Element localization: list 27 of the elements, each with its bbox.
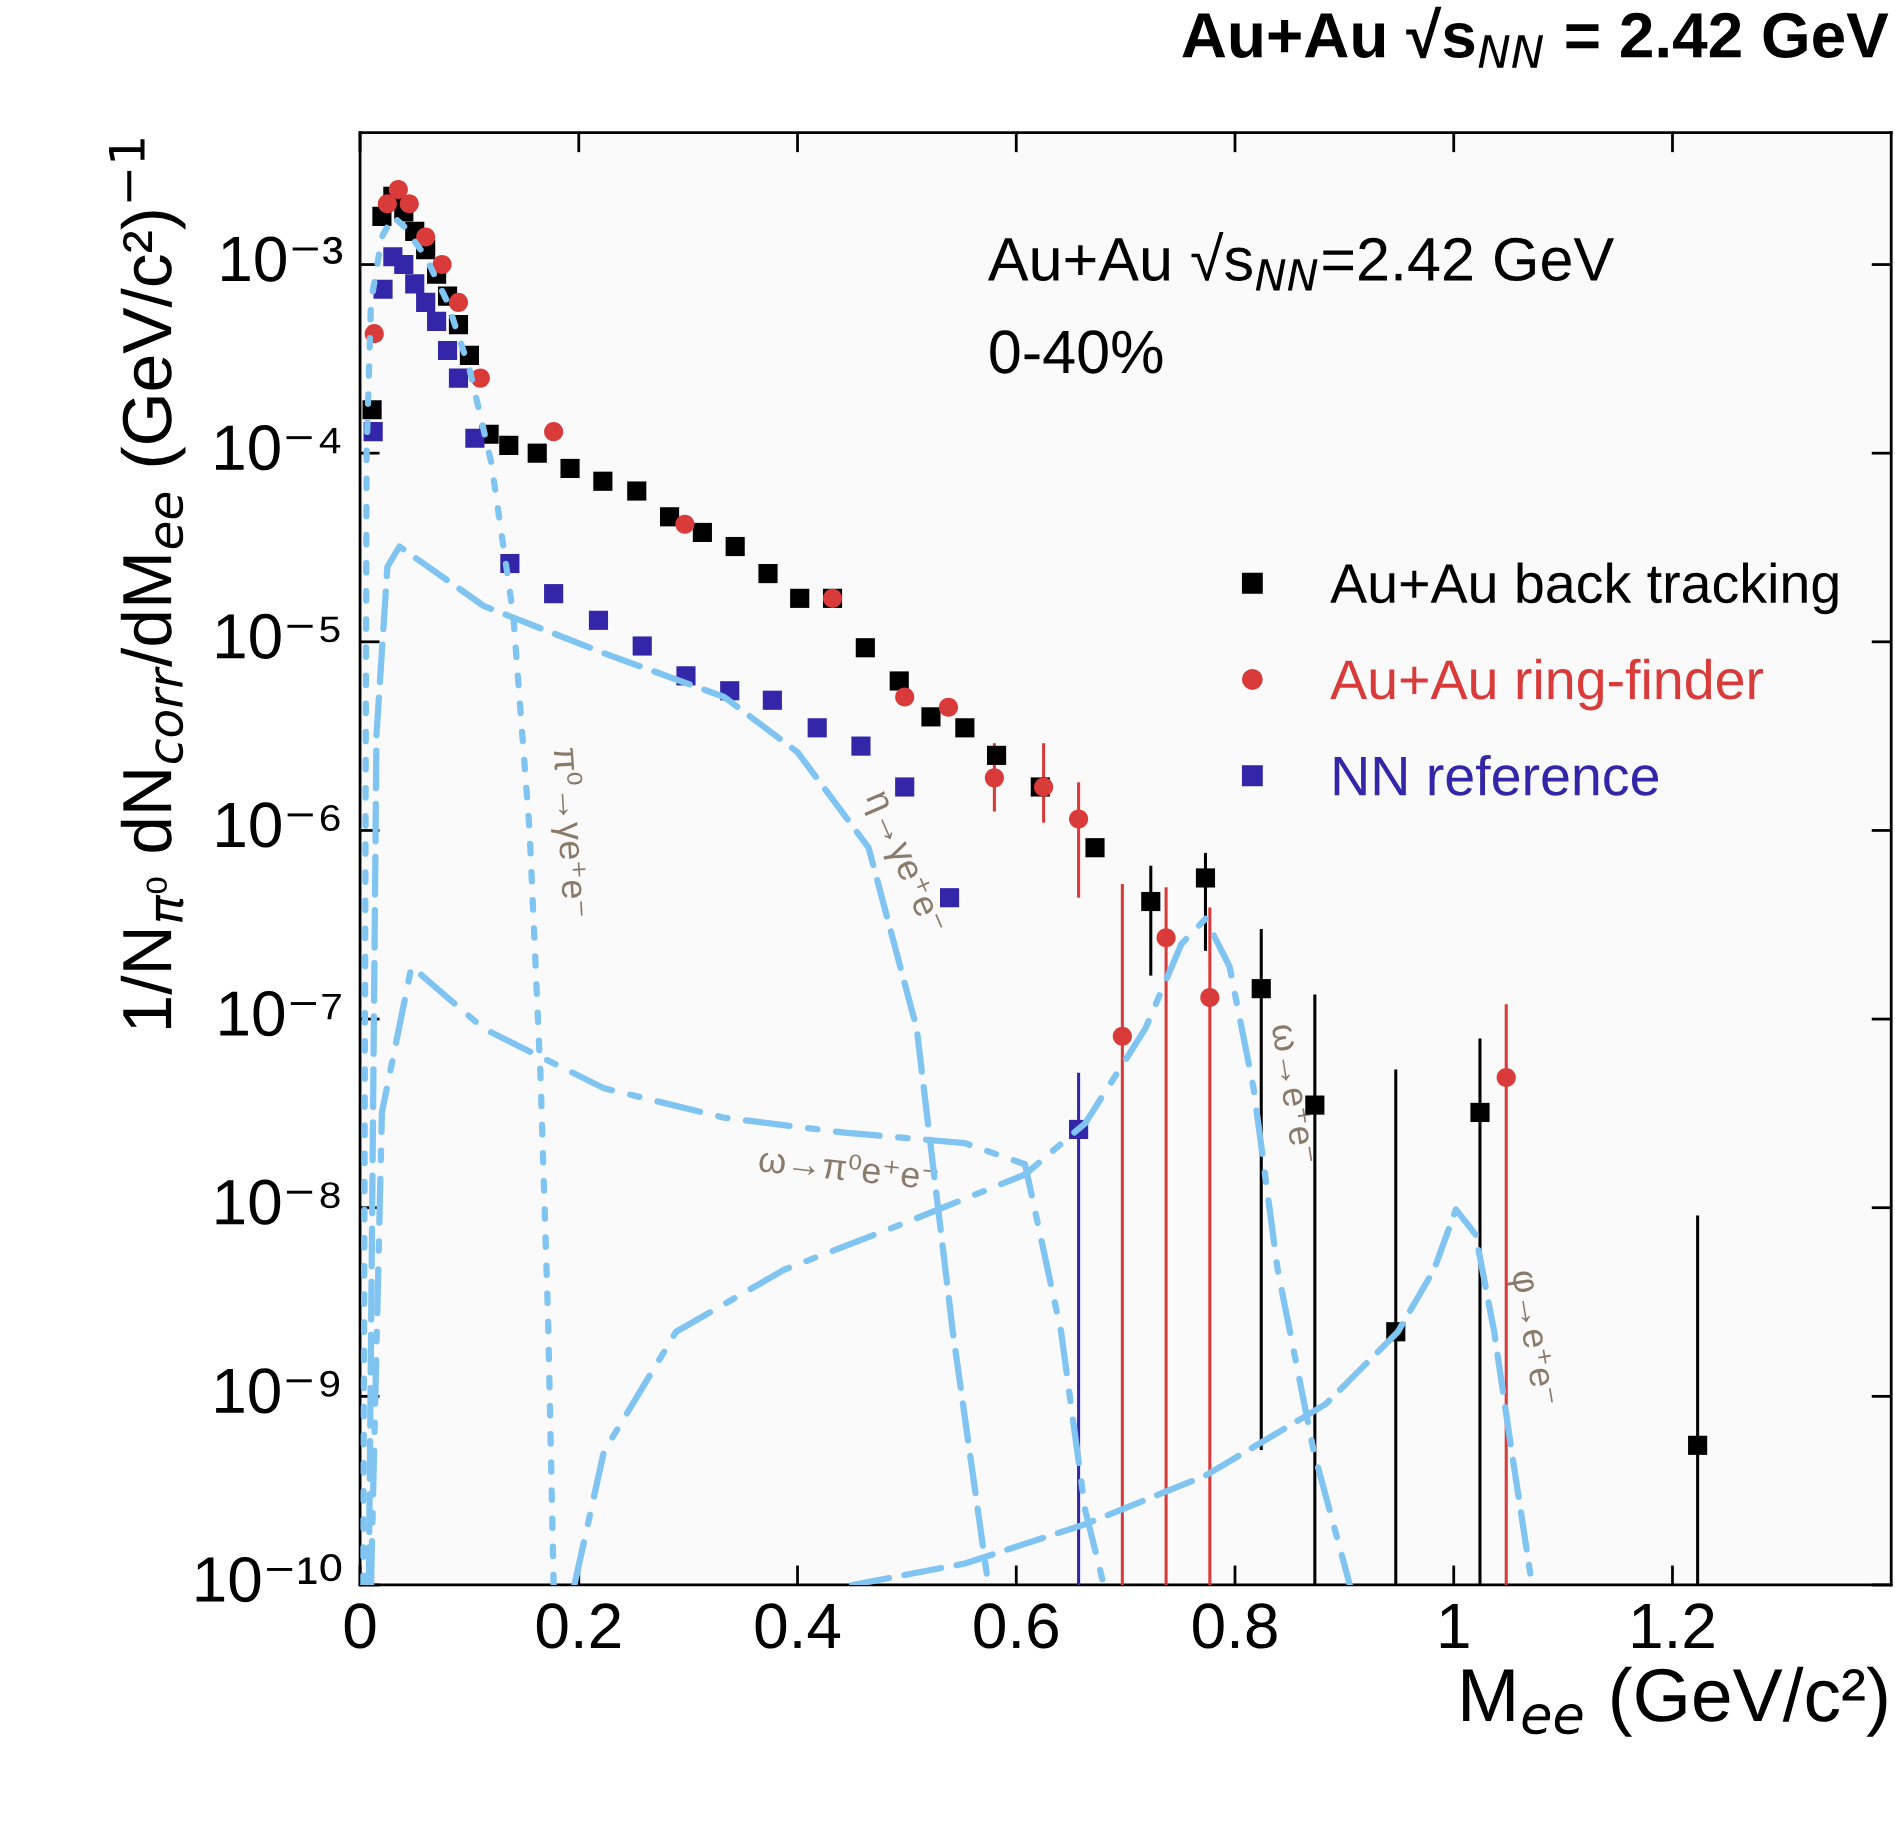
chart-title: Au+Au √s$_{NN}$ = 2.42 GeV [1182,6,1889,68]
annotation: ω→π⁰e⁺e⁻ [758,1144,939,1191]
x-tick-label: 0.2 [536,1603,620,1649]
legend-label: Au+Au back tracking [1330,562,1838,615]
y-tick-label: 10⁻⁹ [216,1368,340,1414]
annotation: Au+Au √s$_{NN}$=2.42 GeV [987,232,1614,291]
x-tick-label: 0 [344,1603,376,1649]
y-tick-label: 10⁻¹⁰ [196,1554,342,1603]
annotation: φ→e⁺e⁻ [1504,1269,1559,1407]
x-tick-label: 0.6 [974,1603,1058,1649]
annotation: π⁰→γe⁺e⁻ [546,747,591,918]
y-axis-title: 1/N$_{π⁰}$ dN$_{corr}$/dM$_{ee}$ (GeV/c²)$^{−1}$ [109,139,186,1029]
annotation: 0-40% [990,330,1163,374]
y-tick-label: 10⁻³ [222,236,343,282]
x-tick-label: 1.2 [1632,1603,1714,1648]
y-tick-label: 10⁻⁴ [216,425,341,471]
x-tick-label: 0.4 [755,1603,841,1649]
legend-label: NN reference [1334,754,1659,796]
x-tick-label: 1 [1440,1603,1469,1648]
legend-label: Au+Au ring-finder [1330,658,1764,711]
y-tick-label: 10⁻⁷ [220,990,341,1037]
y-tick-label: 10⁻⁵ [216,613,340,659]
x-tick-label: 0.8 [1193,1603,1277,1649]
annotation: ω→e⁺e⁻ [1271,1022,1318,1164]
y-tick-label: 10⁻⁸ [216,1179,340,1225]
y-tick-label: 10⁻⁶ [217,802,340,848]
x-axis-title: M$_{ee}$ (GeV/c²) [1463,1666,1887,1737]
